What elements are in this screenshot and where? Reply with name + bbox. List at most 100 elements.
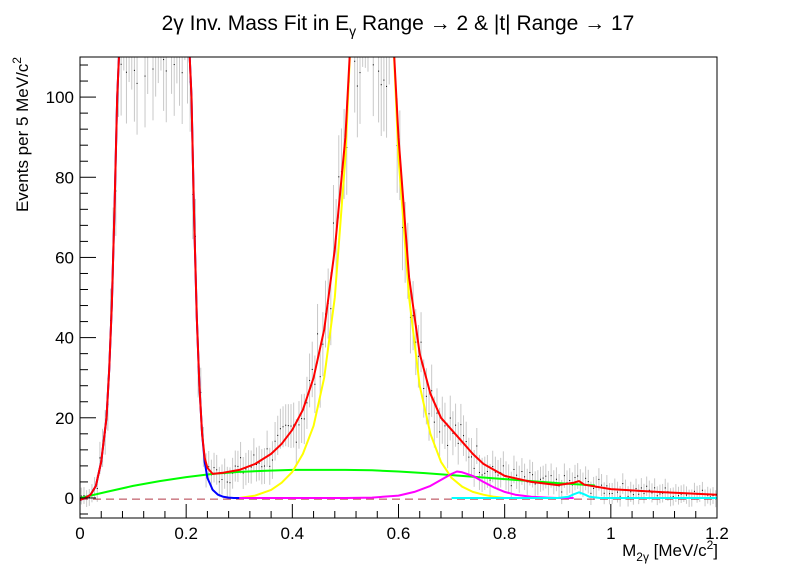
data-point <box>263 465 265 467</box>
data-point <box>261 466 263 468</box>
data-point <box>330 308 332 310</box>
data-point <box>125 71 127 73</box>
data-point <box>497 474 499 476</box>
data-point <box>229 482 231 484</box>
data-point <box>561 491 563 493</box>
data-point <box>303 418 305 420</box>
data-point <box>144 75 146 77</box>
data-point <box>672 495 674 497</box>
data-point <box>627 495 629 497</box>
data-point <box>447 444 449 446</box>
data-point <box>213 467 215 469</box>
data-point <box>319 376 321 378</box>
y-tick-label: 100 <box>46 88 74 107</box>
x-tick-label: 0.8 <box>493 524 517 543</box>
data-point <box>309 379 311 381</box>
y-tick-label: 80 <box>55 168 74 187</box>
data-point <box>550 475 552 477</box>
data-point <box>664 487 666 489</box>
data-point <box>415 341 417 343</box>
data-point <box>709 496 711 498</box>
x-tick-label: 1.2 <box>705 524 729 543</box>
data-point <box>632 494 634 496</box>
data-point <box>271 459 273 461</box>
data-point <box>356 85 358 87</box>
x-tick-label: 0.2 <box>174 524 198 543</box>
data-point <box>253 454 255 456</box>
data-point <box>431 390 433 392</box>
data-point <box>643 493 645 495</box>
data-point <box>651 492 653 494</box>
fit-curve-3 <box>239 57 505 499</box>
data-point <box>237 465 239 467</box>
data-point <box>250 466 252 468</box>
data-point <box>120 63 122 65</box>
data-point <box>208 466 210 468</box>
data-point <box>412 315 414 317</box>
data-point <box>332 222 334 224</box>
data-point <box>449 417 451 419</box>
y-tick-label: 20 <box>55 409 74 428</box>
data-point <box>266 448 268 450</box>
data-point <box>383 79 385 81</box>
data-point <box>685 494 687 496</box>
data-point <box>282 426 284 428</box>
data-point <box>593 487 595 489</box>
data-point <box>359 72 361 74</box>
data-point <box>279 428 281 430</box>
data-point <box>693 490 695 492</box>
data-point <box>354 60 356 62</box>
data-point <box>258 462 260 464</box>
data-point <box>455 424 457 426</box>
data-point <box>401 227 403 229</box>
data-point <box>640 487 642 489</box>
data-point <box>611 492 613 494</box>
data-point <box>322 343 324 345</box>
data-point <box>534 483 536 485</box>
data-point <box>630 491 632 493</box>
data-point <box>428 413 430 415</box>
data-point <box>452 432 454 434</box>
data-point <box>555 478 557 480</box>
data-point <box>606 485 608 487</box>
chart-title: 2γ Inv. Mass Fit in Eγ Range → 2 & |t| R… <box>162 12 635 39</box>
data-point <box>436 412 438 414</box>
data-point <box>234 465 236 467</box>
data-point <box>486 470 488 472</box>
data-point <box>269 465 271 467</box>
y-tick-label: 0 <box>65 489 74 508</box>
data-point <box>489 479 491 481</box>
data-point <box>218 481 220 483</box>
data-point <box>656 495 658 497</box>
data-point <box>545 475 547 477</box>
data-point <box>659 493 661 495</box>
data-point <box>301 418 303 420</box>
data-point <box>420 341 422 343</box>
data-point <box>216 469 218 471</box>
data-point <box>609 493 611 495</box>
data-point <box>338 176 340 178</box>
data-point <box>521 470 523 472</box>
data-point <box>542 477 544 479</box>
data-point <box>285 424 287 426</box>
data-point <box>654 487 656 489</box>
data-point <box>478 471 480 473</box>
data-point <box>240 457 242 459</box>
data-point <box>152 68 154 70</box>
data-point <box>476 445 478 447</box>
y-axis-title: Events per 5 MeV/c2 <box>10 57 32 212</box>
data-point <box>529 472 531 474</box>
data-point <box>473 467 475 469</box>
data-point <box>646 485 648 487</box>
data-point <box>378 70 380 72</box>
data-point <box>590 492 592 494</box>
data-point <box>494 471 496 473</box>
data-point <box>616 491 618 493</box>
data-point <box>163 59 165 61</box>
x-tick-label: 0.6 <box>387 524 411 543</box>
x-axis-title: M2γ [MeV/c2] <box>622 538 718 564</box>
data-point <box>317 333 319 335</box>
data-point <box>619 495 621 497</box>
data-point <box>80 495 82 497</box>
